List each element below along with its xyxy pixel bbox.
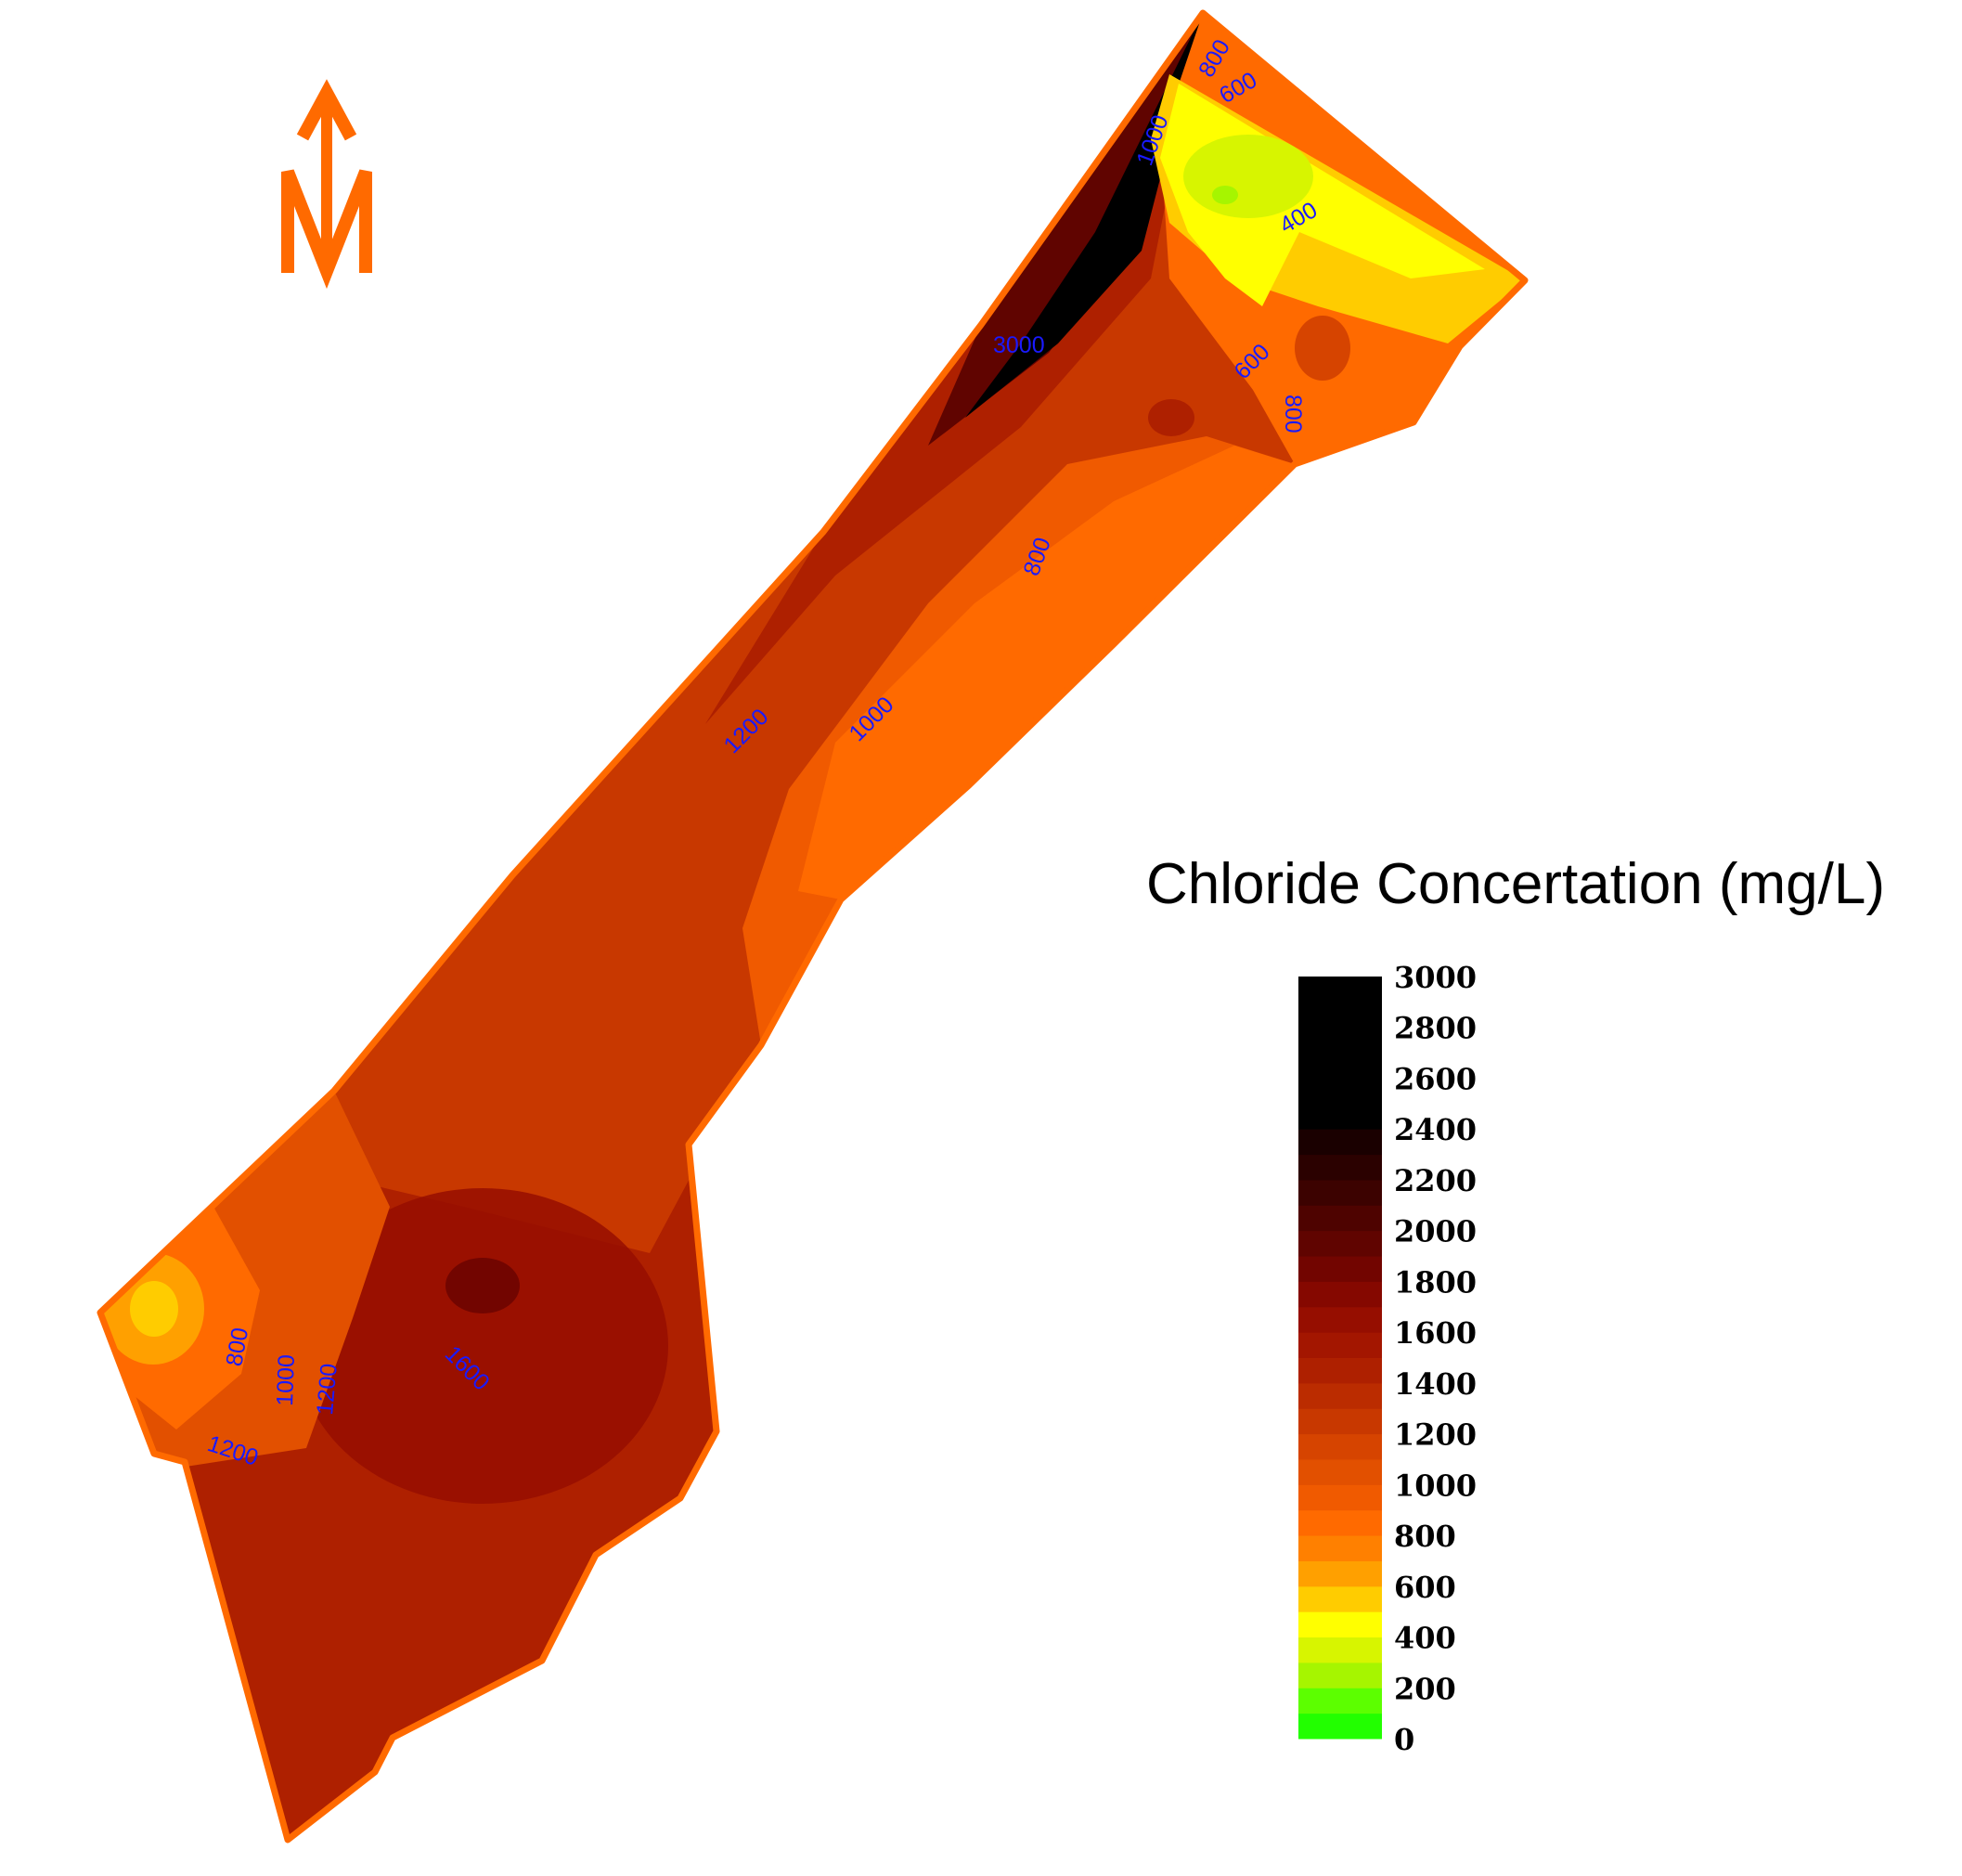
contour-label: 800 (1280, 395, 1306, 433)
south-zone-1600 (297, 1188, 668, 1504)
legend-tick-label: 2400 (1394, 1112, 1477, 1147)
legend-band (1298, 1332, 1382, 1358)
legend-band (1298, 1535, 1382, 1561)
legend-tick-label: 1000 (1394, 1468, 1477, 1503)
legend-tick-label: 2200 (1394, 1163, 1477, 1198)
legend-tick-label: 2000 (1394, 1214, 1477, 1249)
legend-band (1298, 1585, 1382, 1612)
legend-band (1298, 1713, 1382, 1740)
legend-tick-label: 1200 (1394, 1417, 1477, 1453)
legend-title: Chloride Concertation (mg/L) (1146, 852, 1885, 916)
legend-band (1298, 1357, 1382, 1384)
north-arrow-head (296, 79, 357, 141)
legend-band (1298, 1129, 1382, 1156)
south-zone-1800 (445, 1258, 520, 1313)
legend-band (1298, 1433, 1382, 1460)
contour-label: 1200 (312, 1363, 342, 1417)
east-zone-800 (798, 446, 1295, 899)
legend-tick-label: 200 (1394, 1671, 1456, 1706)
legend-band (1298, 1230, 1382, 1257)
legend-band (1298, 1205, 1382, 1232)
legend-band (1298, 1382, 1382, 1409)
legend-tick-label: 600 (1394, 1570, 1456, 1605)
north-arrow-icon (281, 79, 372, 290)
legend-band (1298, 1637, 1382, 1663)
legend-band (1298, 977, 1382, 1130)
legend-tick-label: 1800 (1394, 1264, 1477, 1300)
map-boundary (97, 9, 1529, 1844)
legend-band (1298, 1256, 1382, 1282)
legend-tick-label: 1600 (1394, 1315, 1477, 1351)
north-zone-high-spot-2 (1148, 399, 1194, 436)
contour-label: 3000 (993, 332, 1045, 358)
legend-tick-label: 800 (1394, 1519, 1456, 1554)
legend-band (1298, 1560, 1382, 1587)
contour-label: 1000 (272, 1354, 300, 1407)
legend-band (1298, 1509, 1382, 1536)
legend-band (1298, 1179, 1382, 1206)
legend-tick-label: 0 (1394, 1722, 1414, 1757)
legend-band (1298, 1662, 1382, 1688)
legend-band (1298, 1306, 1382, 1333)
legend-band (1298, 1611, 1382, 1638)
southwest-zone-500 (130, 1281, 178, 1337)
legend-band (1298, 1281, 1382, 1308)
north-zone-high-spot (1295, 316, 1350, 381)
legend-tick-label: 400 (1394, 1621, 1456, 1656)
legend-band (1298, 1458, 1382, 1485)
legend: Chloride Concertation (mg/L) 3000 2800 260… (1146, 852, 1885, 1757)
legend-tick-label: 3000 (1394, 960, 1477, 995)
legend-band (1298, 1688, 1382, 1714)
north-zone-2000 (928, 13, 1203, 446)
north-arrow-letter (281, 169, 372, 290)
legend-ticks: 3000280026002400220020001800160014001200… (1394, 960, 1477, 1757)
legend-tick-label: 1400 (1394, 1366, 1477, 1402)
legend-colorbar (1298, 977, 1382, 1740)
north-zone-200 (1212, 186, 1238, 204)
legend-tick-label: 2600 (1394, 1061, 1477, 1096)
legend-band (1298, 1154, 1382, 1181)
legend-band (1298, 1484, 1382, 1511)
legend-band (1298, 1408, 1382, 1435)
legend-tick-label: 2800 (1394, 1011, 1477, 1046)
